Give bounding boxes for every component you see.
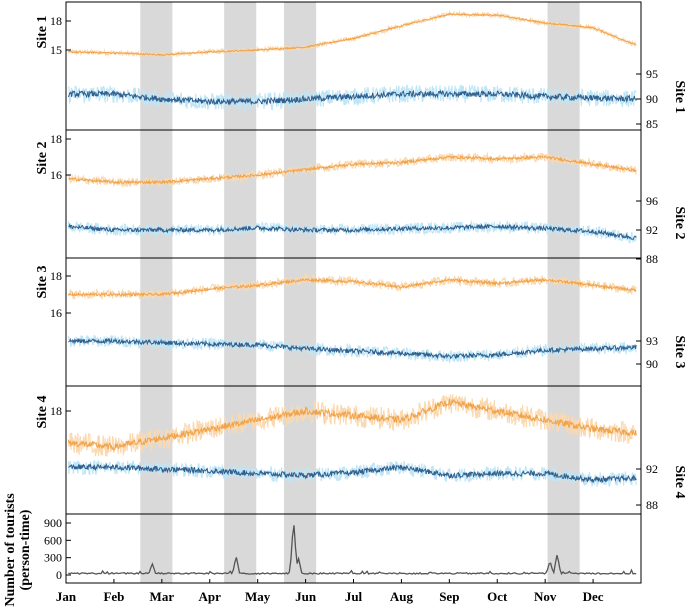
site-label-left: Site 1: [35, 15, 50, 48]
month-label: Dec: [583, 589, 604, 604]
tourists-tick-label: 600: [44, 533, 62, 547]
humidity-line-1: [67, 89, 637, 106]
month-label: Oct: [487, 589, 508, 604]
humidity-spread-1: [67, 84, 637, 112]
left-tick-label: 16: [50, 168, 62, 182]
site-label-right: Site 3: [672, 335, 685, 368]
month-label: Mar: [150, 589, 175, 604]
temperature-line-2: [68, 154, 637, 185]
month-label: May: [245, 589, 271, 604]
tourists-tick-label: 900: [44, 516, 62, 530]
temperature-line-4: [67, 398, 637, 452]
right-tick-label: 92: [646, 462, 658, 476]
tick-layer: 15 18 85 90 95 16 18 88 92 96 16 18 90 93 18 88 92 0 300 60…: [44, 14, 658, 604]
humidity-line-2: [68, 223, 637, 240]
right-tick-label: 88: [646, 252, 658, 266]
left-tick-label: 18: [50, 132, 62, 146]
temperature-spread-2: [67, 151, 637, 188]
holiday-band: [284, 2, 317, 583]
right-tick-label: 95: [646, 67, 658, 81]
holiday-band: [547, 2, 580, 583]
humidity-spread-4: [67, 459, 637, 487]
humidity-line-3: [68, 337, 637, 360]
left-tick-label: 18: [50, 269, 62, 283]
month-label: Apr: [199, 589, 222, 604]
site-label-right: Site 2: [672, 206, 685, 239]
temperature-line-1: [68, 12, 637, 57]
humidity-line-4: [68, 462, 637, 484]
right-tick-label: 96: [646, 194, 658, 208]
tourists-tick-label: 300: [44, 551, 62, 565]
month-label: Sep: [439, 589, 459, 604]
panel-frames: [65, 1, 642, 584]
right-tick-label: 90: [646, 357, 658, 371]
site-label-left: Site 2: [35, 141, 50, 174]
left-tick-label: 15: [50, 43, 62, 57]
label-layer: Site 1 Site 1 Site 2 Site 2 Site 3 Site 3 Site…: [3, 15, 685, 606]
month-label: Jun: [295, 589, 317, 604]
site-label-right: Site 1: [672, 80, 685, 113]
right-tick-label: 85: [646, 117, 658, 131]
site-label-right: Site 4: [672, 465, 685, 498]
right-tick-label: 92: [646, 223, 658, 237]
tourists-tick-label: 0: [56, 568, 62, 582]
right-tick-label: 93: [646, 334, 658, 348]
tourists-line: [68, 525, 637, 576]
site-label-left: Site 3: [35, 265, 50, 298]
month-label: Aug: [390, 589, 414, 604]
tourists-ylabel: Number of tourists(person-time): [3, 493, 33, 607]
left-tick-label: 18: [50, 14, 62, 28]
site-label-left: Site 4: [35, 395, 50, 428]
right-tick-label: 90: [646, 92, 658, 106]
holiday-band: [224, 2, 257, 583]
temperature-line-3: [67, 276, 637, 298]
month-label: Nov: [534, 589, 557, 604]
month-label: Jul: [345, 589, 363, 604]
left-tick-label: 18: [50, 404, 62, 418]
month-label: Feb: [103, 589, 124, 604]
series-layer: [67, 9, 637, 576]
month-label: Jan: [56, 589, 77, 604]
right-tick-label: 88: [646, 498, 658, 512]
left-tick-label: 16: [50, 306, 62, 320]
